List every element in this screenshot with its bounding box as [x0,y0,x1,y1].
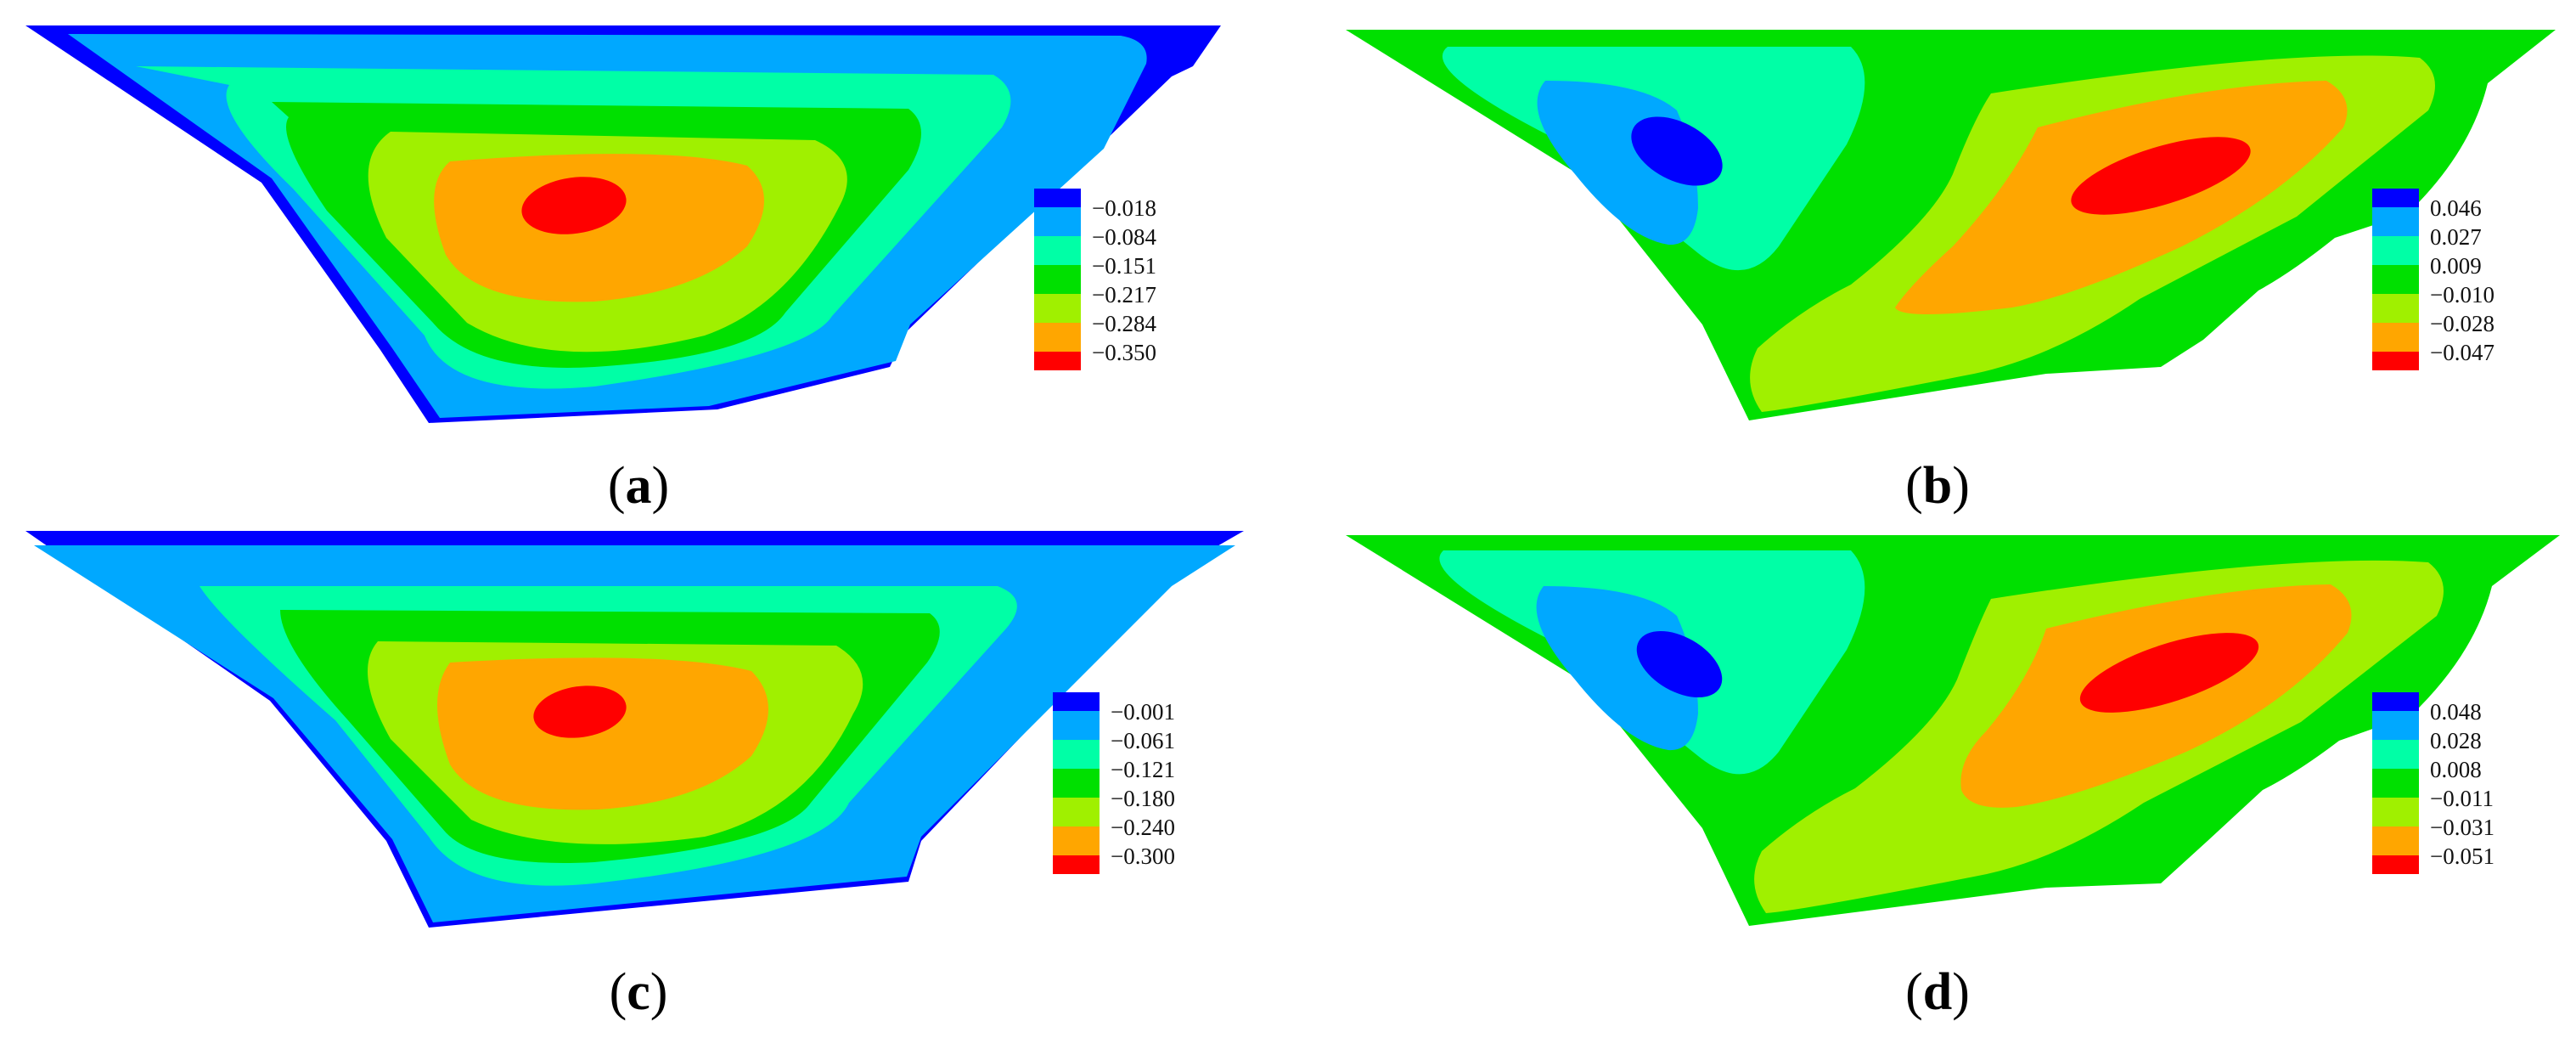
panel-d-legend-swatch-7 [2372,855,2419,874]
panel-a-legend: −0.018 −0.084 −0.151 −0.217 −0.284 −0.35… [1034,189,1156,370]
panel-a-caption: (a) [608,457,669,515]
panel-c-legend-swatch-4 [1053,769,1100,798]
panel-c-caption-letter: c [627,963,650,1021]
panel-a-contour-plot [25,25,1221,423]
panel-b-legend: 0.046 0.027 0.009 −0.010 −0.028 −0.047 [2372,189,2494,370]
panel-a: −0.018 −0.084 −0.151 −0.217 −0.284 −0.35… [25,25,1221,515]
panel-c-contour-plot [25,531,1244,928]
panel-b-contour-plot [1346,30,2556,420]
panel-c-legend-swatch-1 [1053,692,1100,711]
panel-a-band-6 [434,154,764,302]
panel-a-legend-swatch-3 [1034,236,1081,265]
panel-b-legend-label: −0.047 [2430,340,2494,365]
panel-b-band-1 [1631,116,1723,186]
panel-c: −0.001 −0.061 −0.121 −0.180 −0.240 −0.30… [25,531,1244,1021]
panel-a-band-7 [521,177,627,234]
panel-b: 0.046 0.027 0.009 −0.010 −0.028 −0.047 (… [1346,30,2556,515]
panel-d-legend-swatch-4 [2372,769,2419,798]
panel-a-caption-letter: a [626,457,652,515]
panel-d-legend-swatch-2 [2372,711,2419,740]
panel-b-legend-label: −0.010 [2430,282,2494,307]
panel-c-legend-swatch-3 [1053,740,1100,769]
panel-c-legend-label: −0.180 [1111,786,1175,811]
panel-b-band-7 [2071,137,2251,215]
panel-d-band-2 [1536,586,1698,751]
panel-a-caption-close: ) [652,457,670,515]
panel-c-legend-label: −0.240 [1111,815,1175,840]
panel-b-legend-swatch-3 [2372,236,2419,265]
panel-d-legend-swatch-3 [2372,740,2419,769]
panel-d-caption-close: ) [1952,963,1970,1021]
panel-a-legend-label: −0.018 [1092,195,1156,221]
panel-b-legend-label: −0.028 [2430,311,2494,336]
panel-a-legend-swatch-7 [1034,352,1081,370]
panel-b-legend-swatch-4 [2372,265,2419,294]
panel-a-legend-label: −0.151 [1092,253,1156,279]
panel-c-legend-swatch-5 [1053,798,1100,826]
panel-c-band-7 [533,685,627,738]
panel-d-band-1 [1636,630,1723,698]
panel-d: 0.048 0.028 0.008 −0.011 −0.031 −0.051 (… [1346,535,2560,1021]
panel-d-caption-letter: d [1923,963,1952,1021]
panel-c-legend-label: −0.121 [1111,757,1175,782]
panel-b-caption-open: ( [1905,457,1923,515]
panel-d-caption: (d) [1905,963,1970,1021]
panel-b-legend-label: 0.046 [2430,195,2482,221]
panel-d-band-7 [2079,633,2259,713]
panel-d-legend-swatch-1 [2372,692,2419,711]
panel-c-legend-label: −0.061 [1111,728,1175,753]
panel-b-caption-close: ) [1952,457,1970,515]
panel-d-legend-swatch-6 [2372,826,2419,855]
panel-b-caption-letter: b [1923,457,1952,515]
panel-c-legend-swatch-7 [1053,855,1100,874]
panel-a-legend-label: −0.350 [1092,340,1156,365]
panel-c-legend: −0.001 −0.061 −0.121 −0.180 −0.240 −0.30… [1053,692,1175,874]
panel-b-legend-label: 0.027 [2430,224,2482,250]
panel-a-legend-swatch-4 [1034,265,1081,294]
panel-a-legend-label: −0.084 [1092,224,1156,250]
panel-d-legend-label: −0.011 [2430,786,2494,811]
panel-b-legend-swatch-6 [2372,323,2419,352]
panel-d-legend-label: −0.051 [2430,843,2494,869]
panel-c-legend-label: −0.300 [1111,843,1175,869]
panel-a-legend-swatch-6 [1034,323,1081,352]
panel-d-legend-swatch-5 [2372,798,2419,826]
panel-b-legend-swatch-1 [2372,189,2419,207]
panel-c-caption-open: ( [610,963,627,1021]
panel-d-legend-label: 0.028 [2430,728,2482,753]
panel-d-legend-label: 0.008 [2430,757,2482,782]
panel-a-legend-label: −0.284 [1092,311,1156,336]
panel-c-legend-swatch-2 [1053,711,1100,740]
panel-c-band-6 [437,657,768,810]
panel-c-legend-label: −0.001 [1111,699,1175,725]
panel-b-legend-label: 0.009 [2430,253,2482,279]
panel-a-legend-swatch-1 [1034,189,1081,207]
panel-d-legend: 0.048 0.028 0.008 −0.011 −0.031 −0.051 [2372,692,2494,874]
panel-a-legend-swatch-5 [1034,294,1081,323]
panel-c-caption: (c) [610,963,668,1021]
panel-b-caption: (b) [1905,457,1970,515]
panel-c-caption-close: ) [650,963,668,1021]
panel-d-legend-label: −0.031 [2430,815,2494,840]
panel-b-legend-swatch-2 [2372,207,2419,236]
panel-a-legend-swatch-2 [1034,207,1081,236]
panel-c-legend-swatch-6 [1053,826,1100,855]
panel-b-legend-swatch-5 [2372,294,2419,323]
panel-a-legend-label: −0.217 [1092,282,1156,307]
panel-d-contour-plot [1346,535,2560,926]
panel-d-legend-label: 0.048 [2430,699,2482,725]
panel-b-legend-swatch-7 [2372,352,2419,370]
panel-a-caption-open: ( [608,457,626,515]
panel-d-caption-open: ( [1905,963,1923,1021]
